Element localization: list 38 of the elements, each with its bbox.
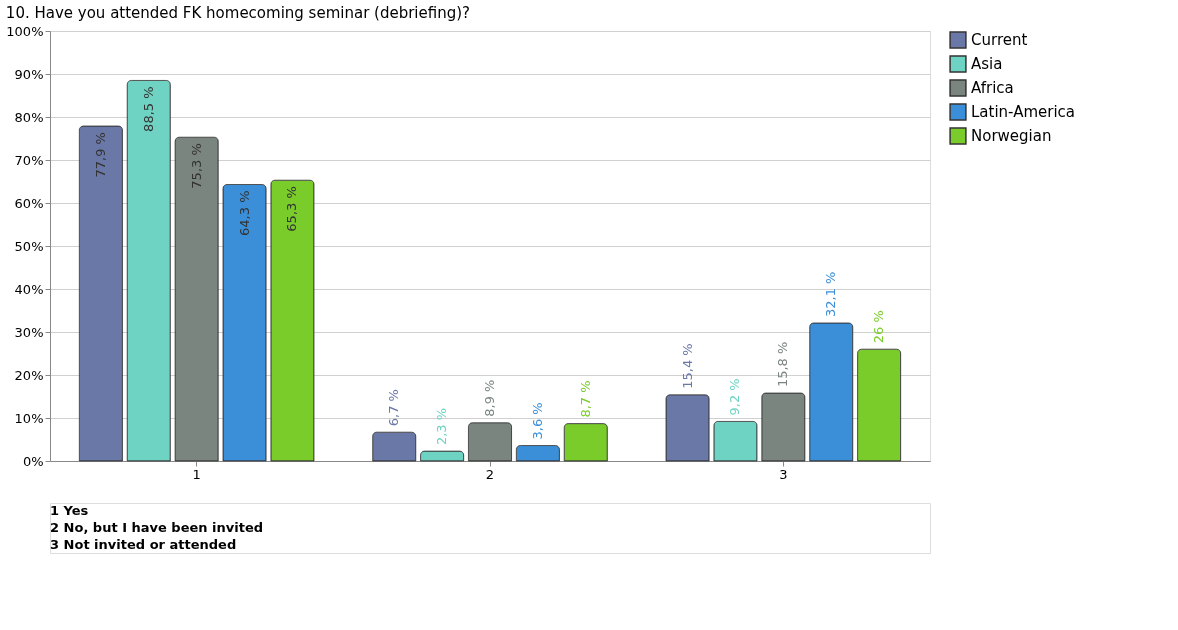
data-label: 8,9 % <box>482 379 497 417</box>
data-label: 8,7 % <box>577 380 593 418</box>
data-label: 26 % <box>871 310 887 344</box>
x-tick-label: 2 <box>485 466 495 482</box>
text: 3 Not invited or attended <box>50 536 237 552</box>
y-tick-label: 90% <box>14 66 44 82</box>
y-tick-label: 100% <box>6 23 44 39</box>
y-tick-label: 70% <box>14 152 44 168</box>
y-tick-label: 50% <box>14 238 44 254</box>
x-tick-label: 1 <box>192 466 201 482</box>
data-label: 65,3 % <box>284 186 300 232</box>
data-label: 75,3 % <box>188 143 204 189</box>
legend-label: Africa <box>971 79 1014 97</box>
y-tick-label: 40% <box>14 281 44 297</box>
data-label: 3,6 % <box>529 402 545 440</box>
chart-title: 10. Have you attended FK homecoming seminar (debriefing)? <box>5 4 471 22</box>
legend-label: Asia <box>971 55 1003 73</box>
x-tick-label: 3 <box>779 466 788 482</box>
data-label: 9,2 % <box>727 378 743 416</box>
y-tick-label: 20% <box>14 367 44 383</box>
data-label: 88,5 % <box>140 86 156 132</box>
data-label: 77,9 % <box>92 132 108 178</box>
legend-label: Norwegian <box>971 127 1052 145</box>
data-label: 2,3 % <box>434 407 450 446</box>
legend-label: Latin-America <box>971 103 1076 121</box>
legend-label: Current <box>971 31 1028 49</box>
text: 1 Yes <box>50 503 89 519</box>
y-tick-label: 60% <box>14 195 44 211</box>
text: 2 No, but I have been invited <box>50 520 264 535</box>
y-tick-label: 80% <box>14 109 44 125</box>
y-tick-label: 0% <box>22 453 44 469</box>
data-label: 6,7 % <box>386 389 402 427</box>
y-tick-label: 10% <box>14 410 44 426</box>
data-label: 32,1 % <box>823 271 839 317</box>
data-label: 15,8 % <box>775 341 791 388</box>
data-label: 15,4 % <box>679 343 695 389</box>
data-label: 64,3 % <box>236 190 252 236</box>
y-tick-label: 30% <box>14 324 44 340</box>
